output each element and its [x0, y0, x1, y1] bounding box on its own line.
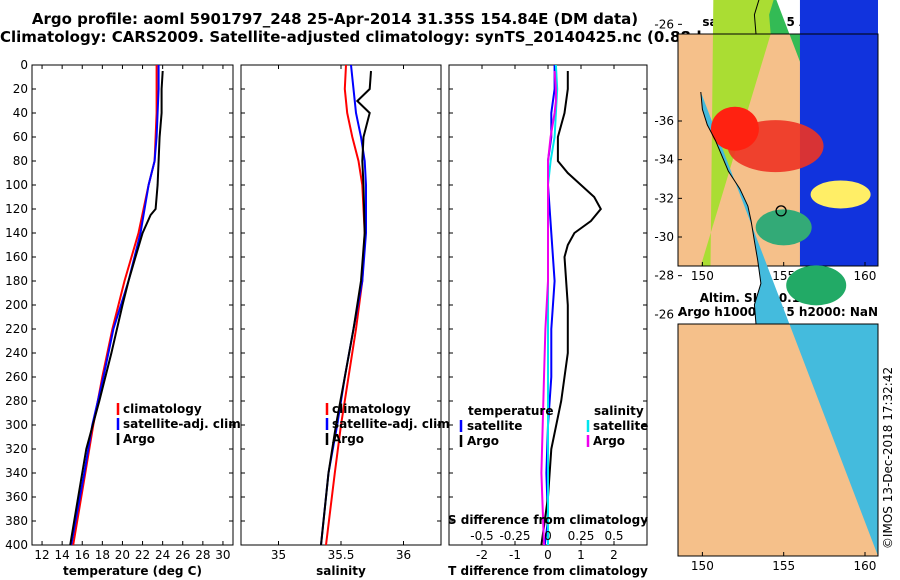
- x-tick-label: 14: [55, 548, 70, 562]
- legend-label: salinity: [594, 404, 644, 418]
- lon-tick-label: 155: [772, 559, 795, 573]
- sla-high-core: [710, 106, 759, 151]
- y-tick-label: 0: [20, 58, 28, 72]
- lon-tick-label: 150: [691, 559, 714, 573]
- x-tick-label: 36: [396, 548, 411, 562]
- panel-differences: -2 -1 0 1 2 T difference from climatology temp…: [448, 64, 648, 578]
- lat-tick-label: -32: [654, 191, 674, 205]
- argo-position-marker: [775, 205, 787, 217]
- legend-label: Argo: [593, 434, 625, 448]
- y-tick-label: 120: [5, 202, 28, 216]
- x-tick-label: 28: [195, 548, 210, 562]
- y-tick-label: 60: [13, 130, 28, 144]
- figure-title-line1: Argo profile: aoml 5901797_248 25-Apr-20…: [31, 10, 639, 28]
- lat-tick-label: -36: [654, 114, 674, 128]
- x-tick-label: 30: [215, 548, 230, 562]
- x-tick-label: 20: [115, 548, 130, 562]
- x-tick-label: 12: [34, 548, 49, 562]
- x-tick-label: 35: [271, 548, 286, 562]
- lat-tick-label: -30: [654, 230, 674, 244]
- y-tick-label: 100: [5, 178, 28, 192]
- x-tick-label: 16: [75, 548, 90, 562]
- x-tick-label: 35.5: [328, 548, 355, 562]
- lat-tick-label: -26: [654, 17, 674, 31]
- legend-label: satellite-adj. clim.: [332, 417, 454, 431]
- y-tick-label: 40: [13, 106, 28, 120]
- top-tick-label: 0: [544, 529, 552, 543]
- y-tick-label: 80: [13, 154, 28, 168]
- plot-frame-temperature: [31, 64, 234, 546]
- top-tick-label: -0.25: [499, 529, 530, 543]
- x-tick-label: -2: [476, 548, 488, 562]
- legend-label: climatology: [123, 402, 202, 416]
- y-tick-label: 380: [5, 514, 28, 528]
- y-tick-label: 400: [5, 538, 28, 552]
- map-frame: [677, 323, 879, 557]
- legend-label: Argo: [332, 432, 364, 446]
- legend-label: satellite: [593, 419, 648, 433]
- series-line-t-satellite: [543, 65, 556, 546]
- y-tick-label: 140: [5, 226, 28, 240]
- lon-tick-label: 160: [854, 559, 877, 573]
- map-frame: [677, 33, 879, 267]
- figure-title-line2: Climatology: CARS2009. Satellite-adjuste…: [0, 28, 770, 46]
- y-tick-label: 360: [5, 490, 28, 504]
- y-tick-label: 200: [5, 298, 28, 312]
- coastline: [700, 91, 762, 325]
- legend-label: satellite: [467, 419, 522, 433]
- plot-frame-salinity: [240, 64, 442, 546]
- x-tick-label: 26: [175, 548, 190, 562]
- series-line-s-argo: [540, 70, 557, 546]
- sla-map-title-1: Altim. SLA: 0.12: [700, 291, 809, 305]
- y-tick-label: 180: [5, 274, 28, 288]
- series-line-t-argo: [540, 71, 603, 546]
- sla-low-2: [755, 209, 812, 246]
- lat-tick-label: -26: [654, 307, 674, 321]
- top-tick-label: 0.5: [604, 529, 623, 543]
- x-axis-label: temperature (deg C): [63, 564, 202, 578]
- y-tick-label: 160: [5, 250, 28, 264]
- x-tick-label: 2: [610, 548, 618, 562]
- x-axis-label: T difference from climatology: [448, 564, 648, 578]
- x-tick-label: 24: [155, 548, 170, 562]
- x-tick-label: 22: [135, 548, 150, 562]
- x-tick-label: 1: [577, 548, 585, 562]
- legend-label: satellite-adj. clim.: [123, 417, 245, 431]
- y-tick-label: 280: [5, 394, 28, 408]
- top-tick-label: -0.5: [470, 529, 493, 543]
- y-tick-label: 20: [13, 82, 28, 96]
- lon-tick-label: 160: [854, 269, 877, 283]
- series-line-argo: [69, 70, 164, 546]
- lon-tick-label: 150: [691, 269, 714, 283]
- sla-map: -26 -28 -30 -32 -34 -36 150 155 160: [654, 91, 879, 573]
- sla-low: [786, 265, 847, 306]
- y-tick-label: 320: [5, 442, 28, 456]
- top-tick-label: 0.25: [568, 529, 595, 543]
- y-tick-label: 300: [5, 418, 28, 432]
- y-tick-label: 240: [5, 346, 28, 360]
- panel-salinity: 35 35.5 36 salinity climatologysatellite-adj…: [240, 64, 454, 578]
- legend-label: Argo: [123, 432, 155, 446]
- sla-mid: [810, 180, 871, 209]
- legend-label: Argo: [467, 434, 499, 448]
- x-tick-label: -1: [509, 548, 521, 562]
- lat-tick-label: -34: [654, 153, 674, 167]
- x-axis-label: salinity: [316, 564, 366, 578]
- series-line-satellite-adj-clim-: [320, 64, 367, 546]
- x-tick-label: 18: [95, 548, 110, 562]
- y-tick-label: 220: [5, 322, 28, 336]
- y-tick-label: 260: [5, 370, 28, 384]
- x-tick-label: 0: [544, 548, 552, 562]
- panel-temperature: 0 20 40 60 80 100 120 140 160 180 200 220 240 260 280 3…: [5, 58, 245, 578]
- series-line-argo: [320, 70, 372, 546]
- y-tick-label: 340: [5, 466, 28, 480]
- legend-label: climatology: [332, 402, 411, 416]
- x-axis-label-top: S difference from climatology: [448, 513, 648, 527]
- legend-label: temperature: [468, 404, 553, 418]
- credit-text: ©IMOS 13-Dec-2018 17:32:42: [881, 367, 895, 549]
- lat-tick-label: -28: [654, 269, 674, 283]
